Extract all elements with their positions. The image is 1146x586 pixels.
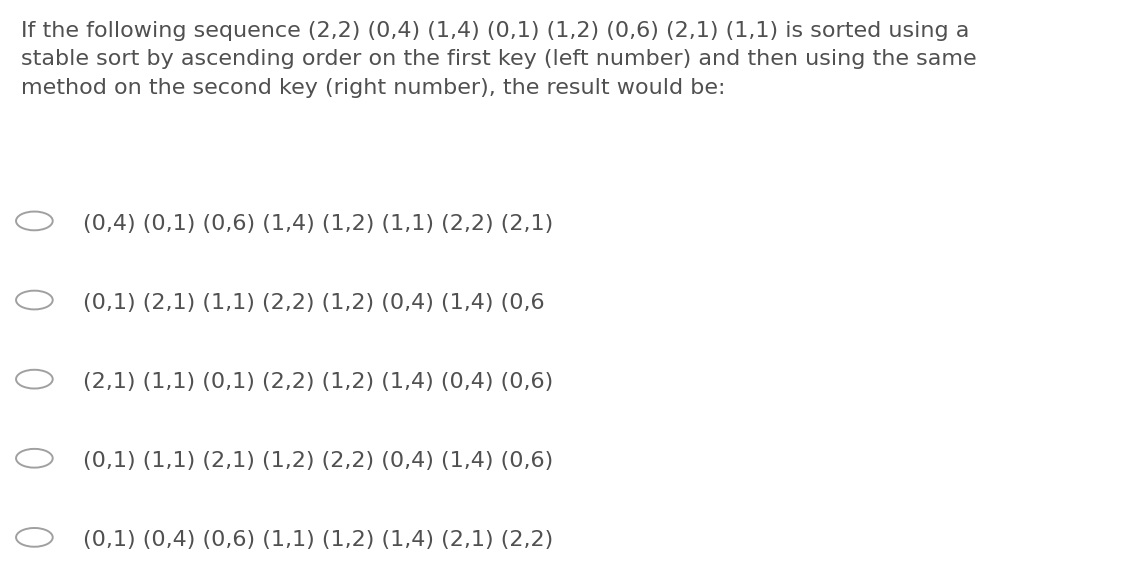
Text: (0,4) (0,1) (0,6) (1,4) (1,2) (1,1) (2,2) (2,1): (0,4) (0,1) (0,6) (1,4) (1,2) (1,1) (2,2… [83,214,552,234]
Text: (0,1) (0,4) (0,6) (1,1) (1,2) (1,4) (2,1) (2,2): (0,1) (0,4) (0,6) (1,1) (1,2) (1,4) (2,1… [83,530,552,550]
Text: (2,1) (1,1) (0,1) (2,2) (1,2) (1,4) (0,4) (0,6): (2,1) (1,1) (0,1) (2,2) (1,2) (1,4) (0,4… [83,372,552,392]
Text: (0,1) (2,1) (1,1) (2,2) (1,2) (0,4) (1,4) (0,6: (0,1) (2,1) (1,1) (2,2) (1,2) (0,4) (1,4… [83,293,544,313]
Text: If the following sequence (2,2) (0,4) (1,4) (0,1) (1,2) (0,6) (2,1) (1,1) is sor: If the following sequence (2,2) (0,4) (1… [21,21,976,98]
Text: (0,1) (1,1) (2,1) (1,2) (2,2) (0,4) (1,4) (0,6): (0,1) (1,1) (2,1) (1,2) (2,2) (0,4) (1,4… [83,451,552,471]
